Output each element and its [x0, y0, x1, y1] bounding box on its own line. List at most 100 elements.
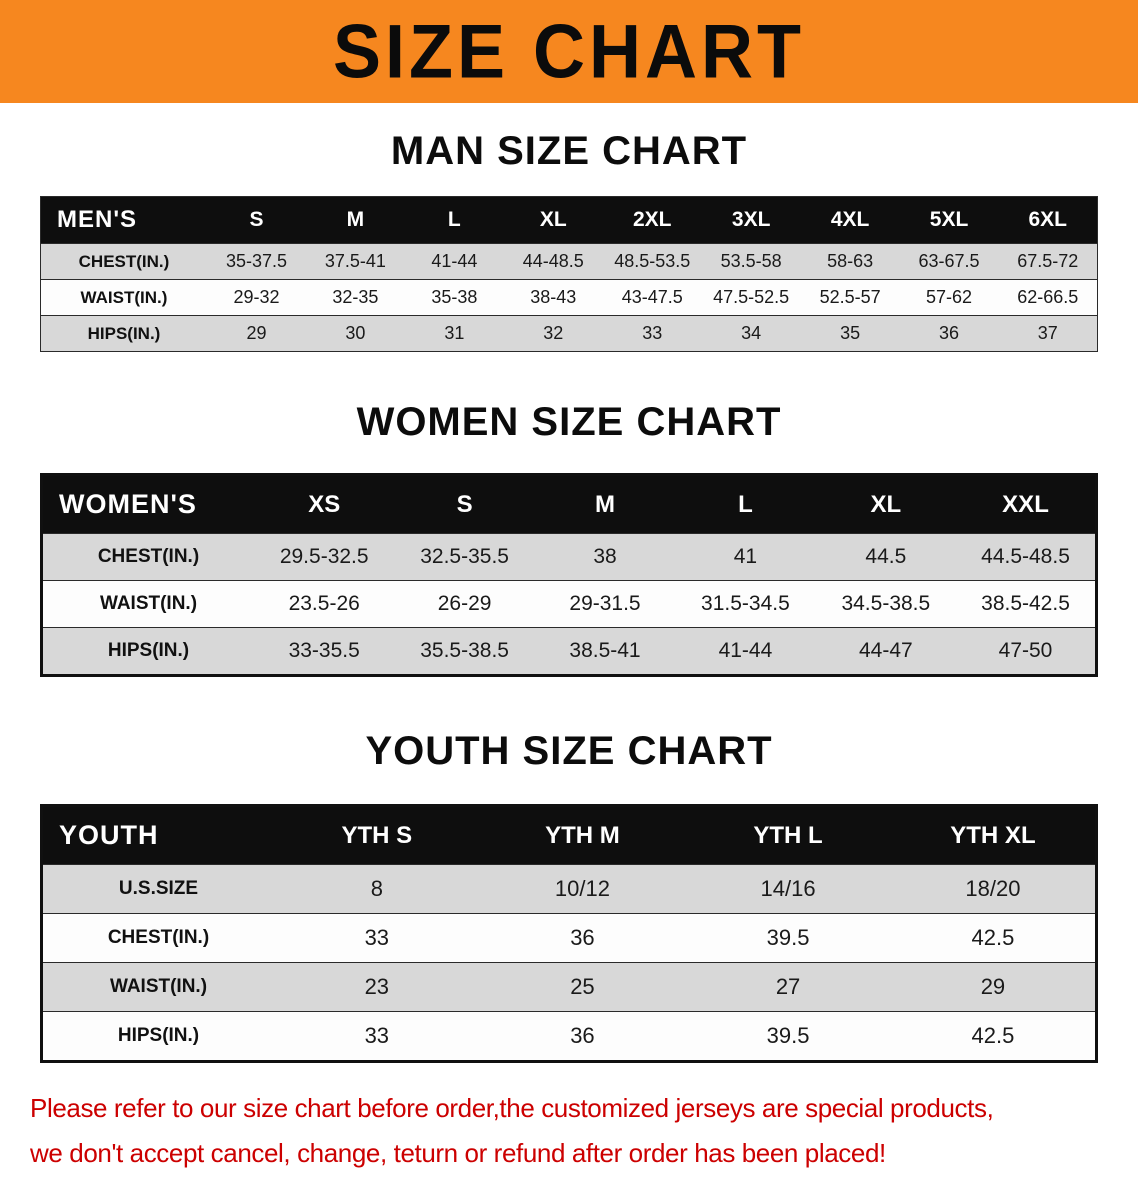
women-section-heading: WOMEN SIZE CHART [356, 400, 782, 444]
value-cell: 23 [364, 974, 390, 999]
youth-size-header-yth-s: YTH S [341, 821, 413, 849]
value-cell: 29-32 [233, 287, 280, 307]
men-header-row: MEN'S S M L XL 2XL 3XL 4XL 5XL 6XL [40, 196, 1098, 244]
row-label-cell: WAIST(IN.) [99, 593, 198, 614]
row-label-cell: CHEST(IN.) [107, 927, 210, 948]
men-size-table: MEN'S S M L XL 2XL 3XL 4XL 5XL 6XL CHEST(IN.) 35-37… [40, 196, 1098, 352]
youth-header-row: YOUTH YTH S YTH M YTH L YTH XL [41, 805, 1097, 865]
value-cell: 31 [444, 323, 465, 343]
men-row-waist-in: WAIST(IN.) 29-32 32-35 35-38 38-43 43-47.5 47.… [40, 279, 1098, 316]
value-cell: 14/16 [760, 876, 816, 901]
youth-row-u-s-size: U.S.SIZE 8 10/12 14/16 18/20 [41, 864, 1097, 914]
women-size-header-xs: XS [308, 490, 341, 518]
value-cell: 36 [570, 925, 595, 950]
value-cell: 42.5 [971, 1023, 1015, 1048]
youth-size-header-yth-xl: YTH XL [950, 821, 1036, 849]
value-cell: 37 [1037, 323, 1058, 343]
men-size-section: MAN SIZE CHART MEN'S S M L XL 2XL 3XL 4XL 5XL 6XL C… [0, 129, 1138, 352]
women-size-header-xxl: XXL [1002, 490, 1049, 518]
value-cell: 26-29 [437, 592, 492, 615]
women-row-chest-in: CHEST(IN.) 29.5-32.5 32.5-35.5 38 41 44.5 44.5… [41, 533, 1097, 581]
row-label-cell: CHEST(IN.) [97, 546, 200, 567]
value-cell: 32 [543, 323, 564, 343]
youth-size-header-yth-m: YTH M [545, 821, 620, 849]
value-cell: 33 [642, 323, 663, 343]
men-row-chest-in: CHEST(IN.) 35-37.5 37.5-41 41-44 44-48.5 48.5… [40, 243, 1098, 280]
value-cell: 35 [840, 323, 861, 343]
value-cell: 41-44 [431, 251, 478, 271]
women-size-header-m: M [595, 490, 616, 518]
youth-size-header-yth-l: YTH L [753, 821, 823, 849]
value-cell: 8 [370, 876, 383, 901]
row-label-cell: HIPS(IN.) [117, 1025, 200, 1046]
footer-note: Please refer to our size chart before or… [30, 1091, 1108, 1171]
size-chart-banner: SIZE CHART [0, 0, 1138, 103]
value-cell: 39.5 [766, 925, 810, 950]
youth-row-chest-in: CHEST(IN.) 33 36 39.5 42.5 [41, 913, 1097, 963]
value-cell: 38 [593, 545, 617, 568]
value-cell: 38-43 [530, 287, 577, 307]
value-cell: 48.5-53.5 [614, 251, 691, 271]
value-cell: 33-35.5 [288, 639, 360, 662]
row-label-cell: WAIST(IN.) [109, 976, 208, 997]
value-cell: 44.5 [865, 545, 907, 568]
value-cell: 41 [733, 545, 758, 568]
size-chart-sections: MAN SIZE CHART MEN'S S M L XL 2XL 3XL 4XL 5XL 6XL C… [0, 129, 1138, 1063]
men-section-heading: MAN SIZE CHART [390, 129, 748, 173]
value-cell: 29 [980, 974, 1006, 999]
value-cell: 31.5-34.5 [701, 592, 790, 615]
men-size-header-4xl: 4XL [830, 208, 870, 231]
men-size-header-m: M [346, 208, 365, 231]
value-cell: 35-38 [431, 287, 478, 307]
value-cell: 29-31.5 [569, 592, 641, 615]
value-cell: 35.5-38.5 [420, 639, 509, 662]
value-cell: 33 [364, 1023, 390, 1048]
value-cell: 42.5 [971, 925, 1015, 950]
row-label-cell: WAIST(IN.) [80, 287, 168, 307]
row-label-cell: HIPS(IN.) [87, 323, 161, 343]
value-cell: 39.5 [766, 1023, 810, 1048]
women-row-hips-in: HIPS(IN.) 33-35.5 35.5-38.5 38.5-41 41-44 44-… [41, 627, 1097, 676]
value-cell: 32.5-35.5 [420, 545, 509, 568]
value-cell: 18/20 [965, 876, 1021, 901]
value-cell: 10/12 [554, 876, 610, 901]
row-label-cell: CHEST(IN.) [78, 251, 170, 271]
men-size-header-l: L [447, 208, 461, 231]
women-size-header-s: S [456, 490, 473, 518]
value-cell: 43-47.5 [621, 287, 683, 307]
row-label-cell: HIPS(IN.) [107, 640, 190, 661]
value-cell: 62-66.5 [1017, 287, 1079, 307]
value-cell: 44-47 [858, 639, 913, 662]
women-size-header-l: L [738, 490, 753, 518]
women-row-waist-in: WAIST(IN.) 23.5-26 26-29 29-31.5 31.5-34.5 34… [41, 580, 1097, 628]
value-cell: 37.5-41 [324, 251, 386, 271]
value-cell: 47.5-52.5 [713, 287, 790, 307]
value-cell: 23.5-26 [288, 592, 360, 615]
youth-size-table: YOUTH YTH S YTH M YTH L YTH XL U.S.SIZE 8 10/12… [40, 804, 1098, 1063]
value-cell: 67.5-72 [1017, 251, 1079, 271]
women-size-header-xl: XL [870, 490, 902, 518]
men-size-header-s: S [249, 208, 264, 231]
value-cell: 29.5-32.5 [279, 545, 369, 568]
value-cell: 27 [775, 974, 801, 999]
youth-row-hips-in: HIPS(IN.) 33 36 39.5 42.5 [41, 1011, 1097, 1062]
women-size-section: WOMEN SIZE CHART WOMEN'S XS S M L XL XXL CHEST(I… [0, 400, 1138, 677]
men-size-header-3xl: 3XL [731, 208, 771, 231]
footer-note-line-2: we don't accept cancel, change, teturn o… [30, 1138, 886, 1169]
youth-table-title: YOUTH [59, 820, 159, 850]
value-cell: 44.5-48.5 [981, 545, 1070, 568]
men-size-header-5xl: 5XL [929, 208, 969, 231]
value-cell: 47-50 [998, 639, 1053, 662]
value-cell: 63-67.5 [918, 251, 980, 271]
value-cell: 34 [741, 323, 762, 343]
value-cell: 36 [570, 1023, 595, 1048]
youth-section-heading: YOUTH SIZE CHART [365, 729, 773, 773]
footer-note-line-1: Please refer to our size chart before or… [30, 1093, 994, 1123]
value-cell: 36 [939, 323, 960, 343]
value-cell: 52.5-57 [819, 287, 881, 307]
women-table-title: WOMEN'S [59, 489, 197, 519]
value-cell: 44-48.5 [522, 251, 584, 271]
row-label-cell: U.S.SIZE [118, 878, 199, 899]
women-size-table: WOMEN'S XS S M L XL XXL CHEST(IN.) 29.5-32.5 32.5… [40, 473, 1098, 677]
